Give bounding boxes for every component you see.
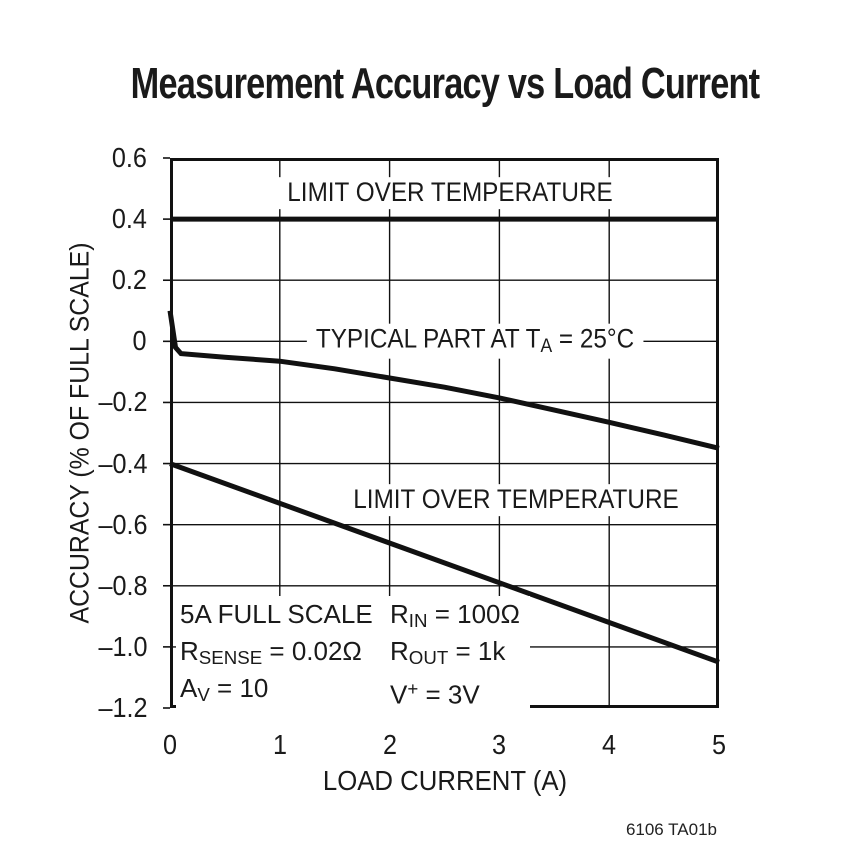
- y-tick-label-0.4: 0.4: [111, 203, 147, 235]
- text-segment: V: [390, 679, 408, 710]
- x-tick-label-2: 2: [382, 729, 397, 760]
- figure-code: 6106 TA01b: [625, 820, 717, 839]
- condition-line-right-3: V+ = 3V: [390, 673, 520, 710]
- text-segment: = 10: [209, 673, 269, 704]
- text-segment: = 0.02Ω: [262, 636, 362, 667]
- text-segment: SENSE: [198, 647, 263, 669]
- x-tick-label-4: 4: [602, 729, 617, 760]
- text-segment: LIMIT OVER TEMPERATURE: [287, 177, 613, 208]
- series-typical-part-25c: [167, 310, 720, 451]
- test-conditions: 5A FULL SCALE RIN = 100Ω RSENSE = 0.02Ω ROU…: [176, 596, 530, 714]
- text-segment: = 100Ω: [427, 599, 520, 629]
- series-limit-over-temperature-lower: [169, 461, 720, 665]
- text-segment: A: [540, 335, 553, 358]
- x-tick-label-0: 0: [162, 729, 178, 760]
- y-tick-label-0: 0: [132, 325, 147, 357]
- y-tick-label-0.2: 0.2: [111, 264, 147, 296]
- text-segment: V: [197, 684, 210, 706]
- condition-line-right-2: ROUT = 1k: [390, 636, 520, 673]
- lower-limit-label: LIMIT OVER TEMPERATURE: [344, 484, 688, 517]
- text-segment: LIMIT OVER TEMPERATURE: [353, 484, 679, 515]
- text-segment: R: [390, 599, 409, 629]
- text-segment: IN: [408, 610, 428, 632]
- chart-title: Measurement Accuracy vs Load Current: [130, 59, 760, 108]
- text-segment: = 1k: [448, 636, 506, 667]
- condition-line-left-2: RSENSE = 0.02Ω: [180, 636, 390, 673]
- text-segment: 5A FULL SCALE: [180, 599, 373, 629]
- x-tick-label-1: 1: [272, 729, 287, 760]
- text-segment: TYPICAL PART AT T: [316, 324, 541, 355]
- x-axis-title: LOAD CURRENT (A): [322, 765, 568, 796]
- text-segment: R: [180, 636, 199, 667]
- x-tick-label-5: 5: [711, 729, 727, 760]
- plot-area: LIMIT OVER TEMPERATURE TYPICAL PART AT TA…: [163, 157, 720, 714]
- y-tick-label-–0.6: –0.6: [97, 508, 147, 540]
- text-segment: = 25°C: [552, 324, 635, 355]
- upper-limit-label: LIMIT OVER TEMPERATURE: [278, 177, 622, 209]
- y-tick-label-0.6: 0.6: [111, 142, 147, 173]
- text-segment: OUT: [408, 647, 449, 669]
- y-tick-label-–0.2: –0.2: [97, 386, 147, 418]
- y-tick-label-–0.8: –0.8: [97, 569, 147, 601]
- y-tick-label-–1.2: –1.2: [97, 692, 147, 723]
- y-tick-label-–0.4: –0.4: [97, 447, 147, 479]
- y-axis-title: ACCURACY (% OF FULL SCALE): [64, 242, 95, 624]
- condition-line-right-1: RIN = 100Ω: [390, 599, 520, 636]
- y-tick-label-–1.0: –1.0: [97, 630, 147, 662]
- text-segment: R: [390, 636, 409, 667]
- typical-part-label: TYPICAL PART AT TA = 25°C: [307, 324, 644, 359]
- text-segment: A: [180, 673, 198, 704]
- condition-line-left-3: AV = 10: [180, 673, 390, 710]
- text-segment: +: [407, 678, 419, 700]
- text-segment: = 3V: [418, 679, 480, 710]
- condition-line-left-1: 5A FULL SCALE: [180, 599, 390, 636]
- x-tick-label-3: 3: [492, 729, 507, 760]
